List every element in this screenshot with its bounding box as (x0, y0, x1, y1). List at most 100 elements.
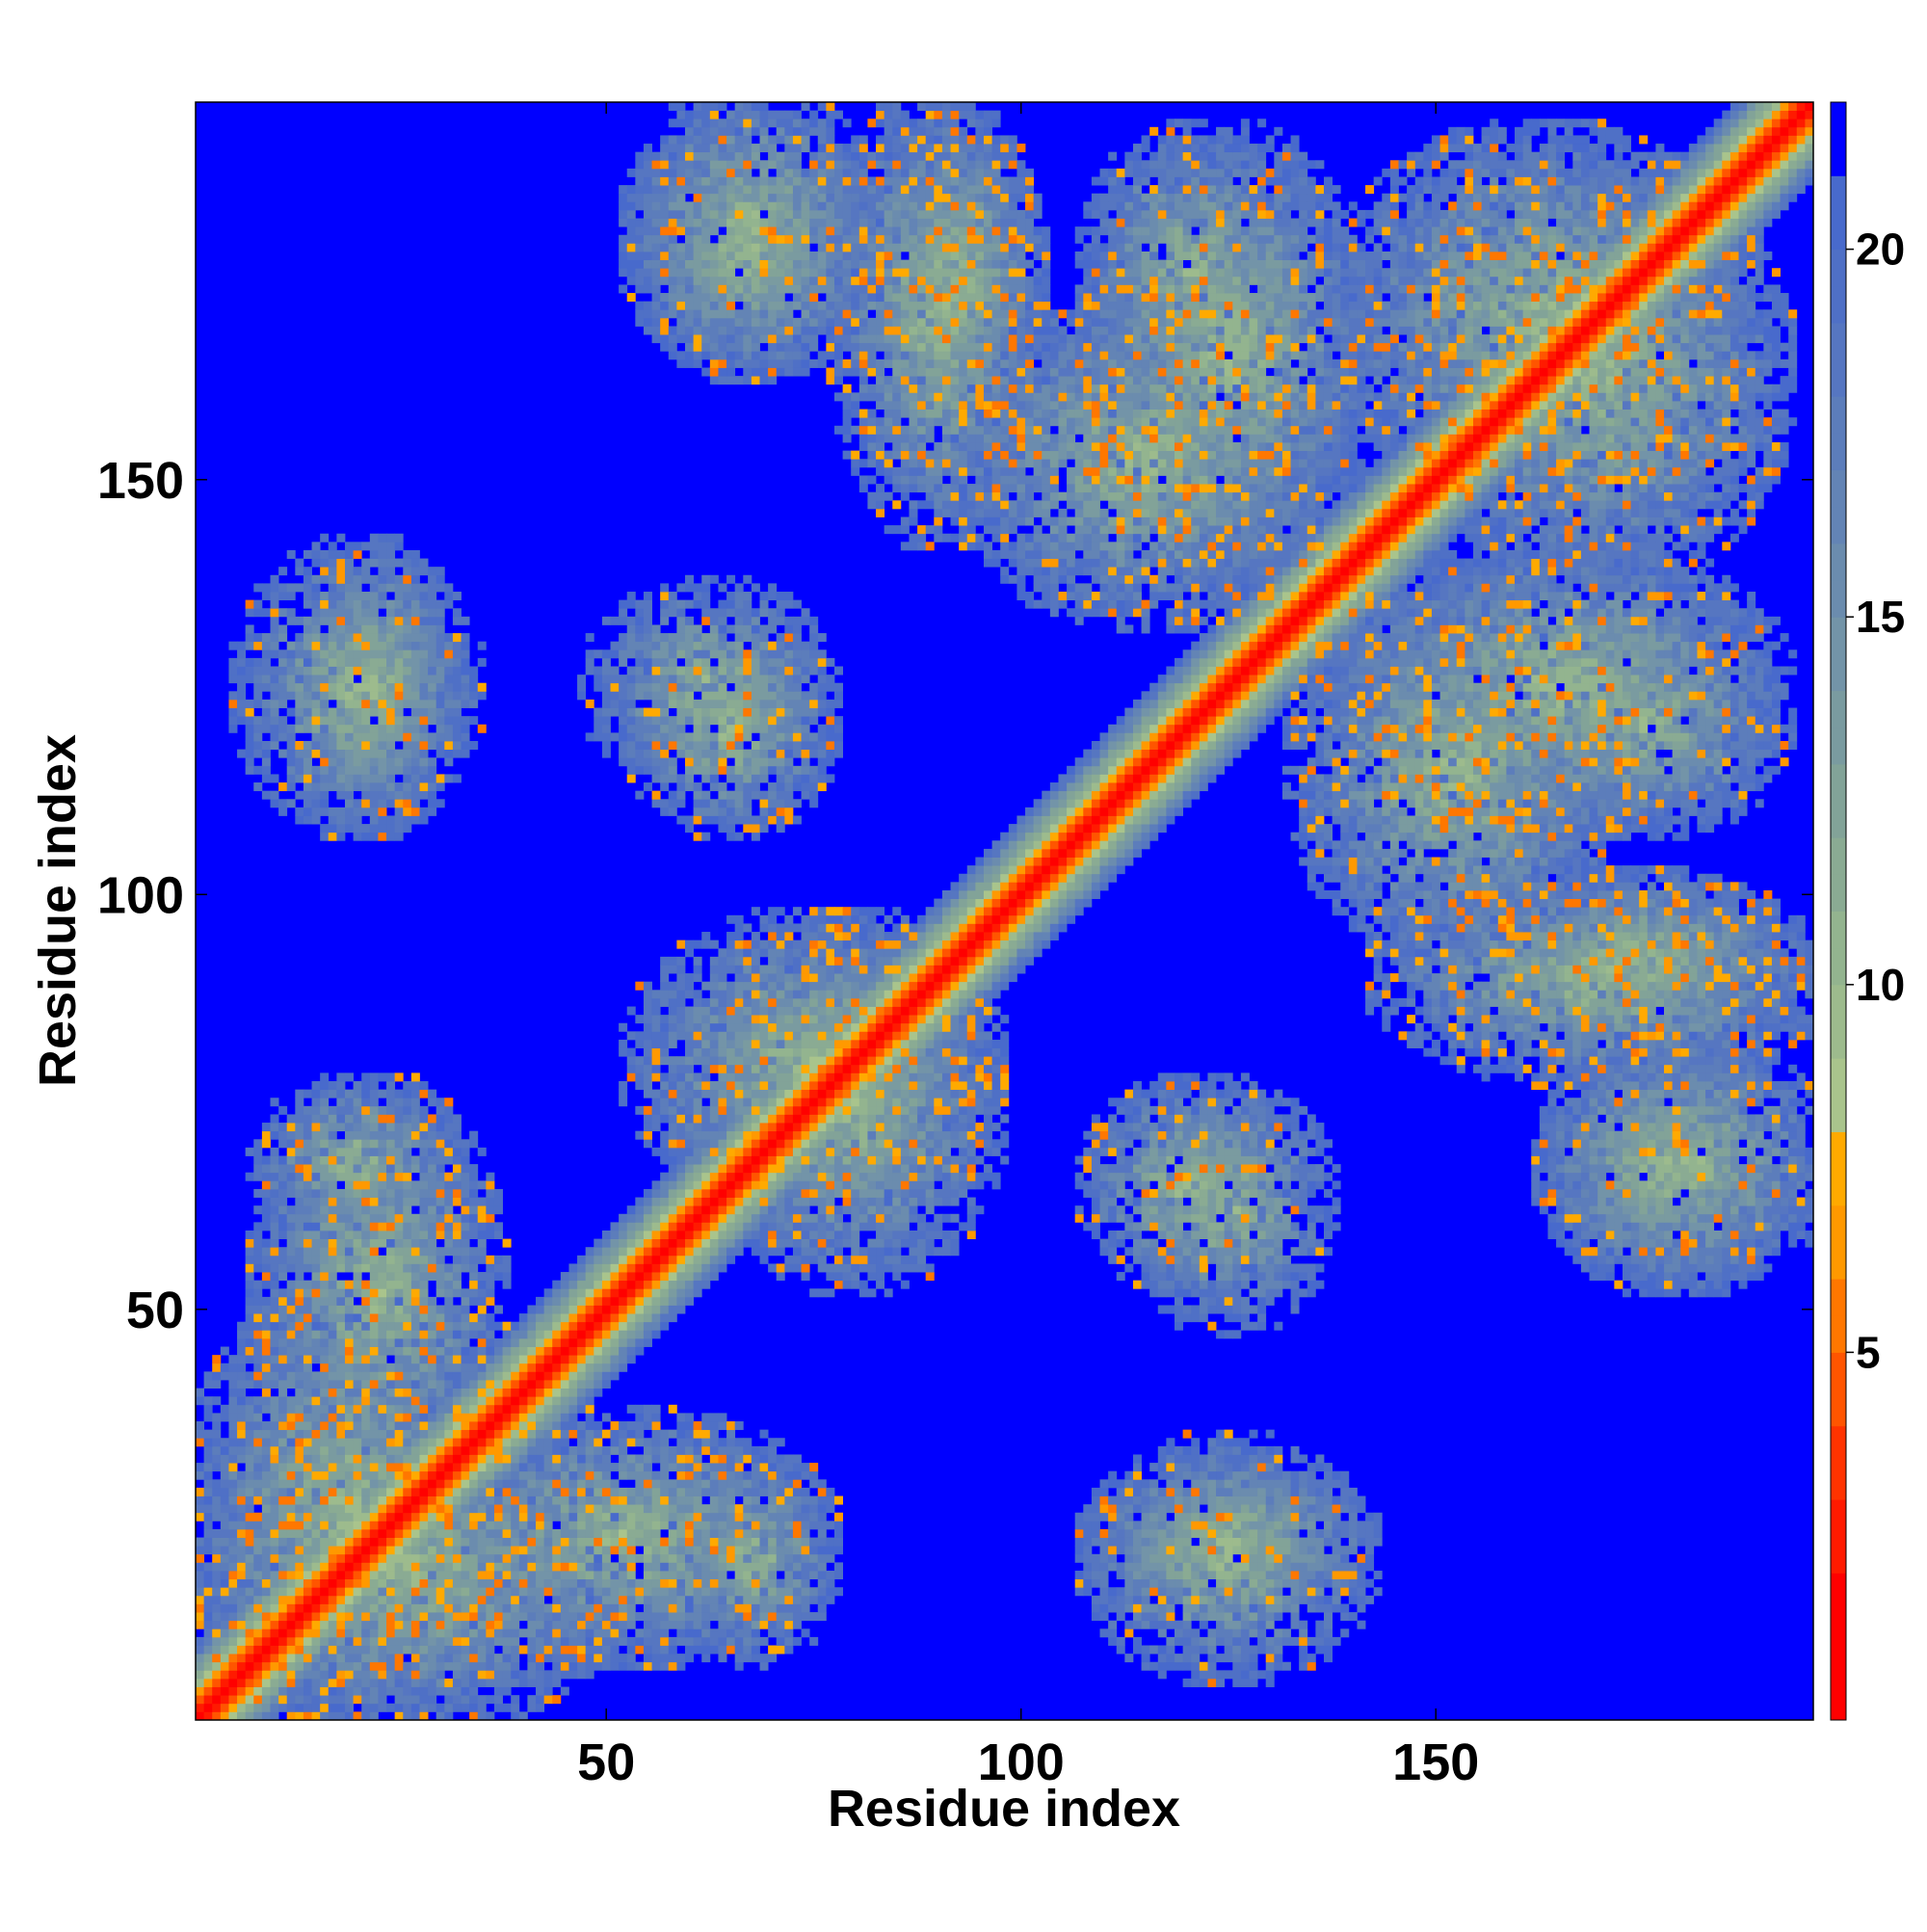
heatmap-cell (543, 1620, 553, 1629)
heatmap-cell (1175, 1636, 1184, 1646)
heatmap-cell (444, 1247, 454, 1257)
heatmap-cell (1307, 1636, 1316, 1646)
heatmap-cell (751, 1521, 760, 1530)
heatmap-cell (1323, 1562, 1333, 1572)
heatmap-cell (369, 1363, 379, 1372)
heatmap-cell (1630, 1263, 1640, 1273)
heatmap-cell (518, 1463, 528, 1472)
heatmap-cell (950, 1230, 960, 1239)
heatmap-cell (518, 1587, 528, 1597)
heatmap-cell (394, 1571, 404, 1580)
heatmap-cell (536, 1463, 545, 1472)
heatmap-cell (378, 1571, 387, 1580)
heatmap-cell (469, 1695, 479, 1705)
heatmap-cell (270, 1413, 279, 1422)
heatmap-cell (768, 1247, 778, 1257)
heatmap-cell (768, 1546, 778, 1555)
heatmap-cell (619, 1620, 628, 1629)
heatmap-cell (1216, 1288, 1226, 1298)
heatmap-cell (419, 1388, 429, 1397)
heatmap-cell (320, 1678, 330, 1687)
heatmap-cell (660, 1247, 670, 1257)
heatmap-cell (444, 1296, 454, 1306)
heatmap-cell (428, 1213, 437, 1223)
heatmap-cell (751, 1628, 760, 1638)
heatmap-cell (295, 1305, 304, 1314)
heatmap-cell (253, 1280, 263, 1289)
heatmap-cell (568, 1603, 578, 1613)
heatmap-cell (410, 1272, 420, 1282)
heatmap-cell (585, 1438, 594, 1447)
heatmap-cell (594, 1280, 603, 1289)
heatmap-cell (626, 1537, 636, 1547)
heatmap-cell (1191, 1670, 1201, 1680)
heatmap-cell (212, 1654, 222, 1663)
heatmap-cell (776, 1512, 785, 1522)
heatmap-cell (635, 1247, 645, 1257)
heatmap-cell (1697, 1280, 1706, 1289)
heatmap-cell (1365, 1512, 1375, 1522)
heatmap-cell (518, 1628, 528, 1638)
heatmap-cell (676, 1247, 686, 1257)
heatmap-cell (477, 1703, 487, 1712)
heatmap-cell (493, 1355, 503, 1364)
heatmap-cell (486, 1355, 495, 1364)
heatmap-cell (668, 1445, 677, 1455)
heatmap-cell (328, 1595, 337, 1604)
heatmap-cell (403, 1470, 412, 1480)
heatmap-cell (253, 1661, 263, 1671)
heatmap-cell (610, 1238, 620, 1248)
heatmap-cell (718, 1470, 727, 1480)
heatmap-cell (1307, 1288, 1316, 1298)
heatmap-cell (626, 1230, 636, 1239)
heatmap-cell (311, 1247, 321, 1257)
heatmap-cell (461, 1521, 470, 1530)
heatmap-cell (220, 1371, 229, 1381)
heatmap-cell (1166, 1255, 1175, 1264)
heatmap-cell (311, 1636, 321, 1646)
heatmap-cell (311, 1686, 321, 1696)
heatmap-cell (718, 1413, 727, 1422)
heatmap-cell (477, 1313, 487, 1323)
heatmap-cell (527, 1438, 537, 1447)
heatmap-cell (286, 1495, 296, 1505)
heatmap-cell (477, 1355, 487, 1364)
heatmap-cell (403, 1463, 412, 1472)
heatmap-cell (801, 1612, 810, 1622)
heatmap-cell (1299, 1272, 1308, 1282)
heatmap-cell (286, 1470, 296, 1480)
heatmap-cell (1655, 1222, 1665, 1231)
heatmap-cell (469, 1603, 479, 1613)
heatmap-cell (1157, 1628, 1167, 1638)
heatmap-cell (560, 1438, 569, 1447)
heatmap-cell (212, 1670, 222, 1680)
heatmap-cell (394, 1711, 404, 1721)
heatmap-cell (1175, 1463, 1184, 1472)
heatmap-cell (759, 1238, 769, 1248)
heatmap-cell (1257, 1463, 1267, 1472)
heatmap-cell (295, 1255, 304, 1264)
heatmap-cell (1281, 1479, 1291, 1489)
heatmap-cell (444, 1678, 454, 1687)
heatmap-cell (759, 1463, 769, 1472)
heatmap-cell (1199, 1670, 1208, 1680)
heatmap-cell (502, 1470, 512, 1480)
heatmap-cell (1116, 1612, 1125, 1622)
heatmap-cell (858, 1222, 868, 1231)
heatmap-cell (635, 1280, 645, 1289)
heatmap-cell (701, 1438, 711, 1447)
heatmap-cell (286, 1305, 296, 1314)
heatmap-cell (1224, 1578, 1233, 1588)
heatmap-cell (560, 1495, 569, 1505)
heatmap-cell (1257, 1578, 1267, 1588)
heatmap-cell (245, 1247, 254, 1257)
heatmap-cell (1647, 1255, 1656, 1264)
heatmap-cell (1274, 1479, 1283, 1489)
heatmap-cell (651, 1445, 661, 1455)
heatmap-cell (196, 1587, 205, 1597)
heatmap-cell (344, 1645, 354, 1654)
heatmap-cell (1199, 1571, 1208, 1580)
heatmap-cell (1132, 1454, 1142, 1464)
heatmap-cell (527, 1628, 537, 1638)
heatmap-cell (552, 1504, 562, 1514)
